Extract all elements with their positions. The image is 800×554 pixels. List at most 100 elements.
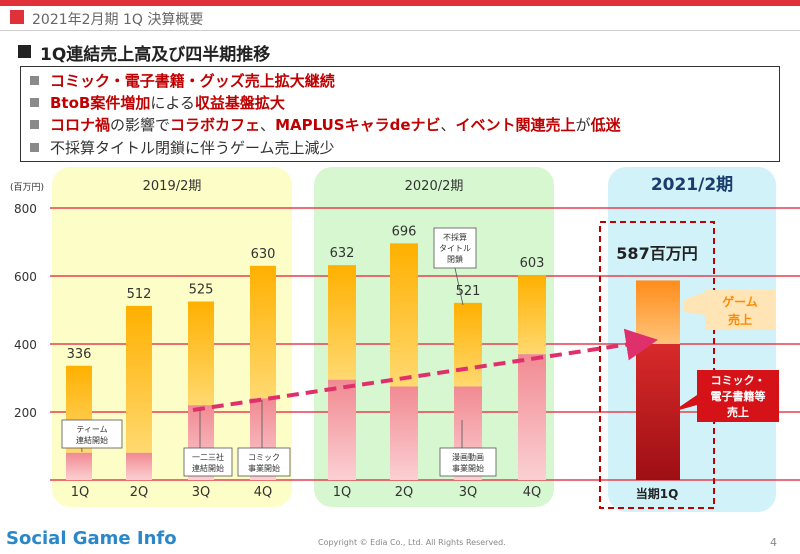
y-axis-unit: (百万円): [10, 182, 44, 193]
annotation-text: 閉鎖: [447, 254, 463, 264]
period-group-bg: [314, 167, 554, 507]
period-group-label: 2020/2期: [405, 179, 464, 194]
x-category-label: 4Q: [523, 485, 542, 500]
x-category-label: 4Q: [254, 485, 273, 500]
game-callout-text: ゲーム: [722, 294, 758, 309]
annotation-box: [61, 419, 123, 449]
bar-comic-segment: [66, 452, 92, 480]
bar-game-segment: [518, 274, 546, 355]
page-number: 4: [770, 536, 777, 549]
bar-total-label: 632: [330, 246, 355, 261]
annotation-text: 一二三社: [192, 452, 224, 462]
bar-total-label: 521: [456, 284, 481, 299]
bar-comic-segment: [390, 386, 418, 480]
bar-total-label: 587百万円: [616, 244, 697, 263]
highlight-text: 不採算タイトル閉鎖に伴うゲーム売上減少: [50, 139, 335, 157]
highlight-bullet-icon: [30, 120, 39, 129]
bar-total-label: 525: [189, 283, 214, 298]
annotation-text: 不採算: [443, 232, 467, 242]
bar-game-segment: [454, 302, 482, 387]
bar-game-segment: [188, 301, 214, 406]
annotation-box: [183, 447, 233, 477]
header-accent-bar: [0, 0, 800, 6]
period-title: 2021年2月期 1Q 決算概要: [32, 12, 204, 28]
x-category-label: 3Q: [459, 485, 478, 500]
y-tick-label: 600: [14, 270, 37, 284]
highlight-text: の影響で: [110, 116, 171, 134]
annotation-box: [439, 447, 497, 477]
highlight-text: BtoB案件増加: [50, 94, 151, 112]
bar-total-label: 630: [251, 247, 276, 262]
period-group-label: 2019/2期: [143, 179, 202, 194]
bar-game-segment: [250, 265, 276, 399]
section-bullet-icon: [18, 45, 31, 58]
annotation-text: コミック: [248, 453, 280, 462]
x-category-label: 3Q: [192, 485, 211, 500]
y-tick-label: 800: [14, 202, 37, 216]
highlight-text: 収益基盤拡大: [194, 94, 285, 112]
bar-total-label: 336: [67, 347, 92, 362]
annotation-text: 事業開始: [248, 463, 280, 473]
y-tick-label: 400: [14, 338, 37, 352]
annotation-text: 漫画動画: [452, 452, 484, 462]
highlights-box: [20, 66, 780, 162]
bar-total-label: 696: [392, 224, 417, 239]
bar-comic-segment: [518, 354, 546, 480]
bar-game-segment: [328, 265, 356, 380]
comic-callout-text: コミック・: [711, 374, 766, 387]
highlight-item: 不採算タイトル閉鎖に伴うゲーム売上減少: [50, 137, 335, 158]
annotation-text: 事業開始: [452, 463, 484, 473]
bar-comic-segment: [636, 344, 680, 480]
game-callout-text: 売上: [728, 312, 752, 327]
comic-callout-text: 電子書籍等: [711, 389, 766, 403]
annotation-text: 連結開始: [76, 435, 108, 445]
highlight-text: コラボカフェ: [170, 116, 261, 134]
watermark-brand: Social Game Info: [6, 528, 177, 549]
copyright: Copyright © Edia Co., Ltd. All Rights Re…: [318, 538, 506, 547]
bar-game-segment: [126, 305, 152, 453]
highlight-text: イベント関連売上: [455, 116, 576, 134]
highlight-text: コミック・電子書籍・グッズ売上拡大継続: [50, 72, 335, 90]
bar-comic-segment: [126, 452, 152, 480]
annotation-text: タイトル: [439, 244, 471, 253]
y-tick-label: 200: [14, 406, 37, 420]
header-square-icon: [10, 10, 24, 24]
x-category-label: 2Q: [130, 485, 149, 500]
highlight-bullet-icon: [30, 76, 39, 85]
annotation-leader: [454, 267, 464, 306]
x-category-label: 当期1Q: [636, 486, 679, 501]
comic-callout-text: 売上: [727, 405, 749, 419]
bar-comic-segment: [328, 379, 356, 480]
bar-game-segment: [636, 280, 680, 344]
annotation-text: ティーム: [76, 425, 107, 434]
annotation-box: [433, 227, 477, 269]
comic-callout-bg: [672, 370, 779, 422]
highlight-item: コミック・電子書籍・グッズ売上拡大継続: [50, 70, 335, 91]
x-category-label: 1Q: [333, 485, 352, 500]
bar-game-segment: [390, 243, 418, 387]
highlight-text: が: [575, 116, 591, 134]
highlight-text: MAPLUSキャラdeナビ: [275, 116, 441, 134]
game-callout-bg: [684, 290, 775, 330]
highlight-text: 低迷: [590, 116, 621, 134]
x-category-label: 2Q: [395, 485, 414, 500]
highlight-text: 、: [260, 116, 276, 134]
period-group-label: 2021/2期: [651, 175, 733, 195]
highlight-item: コロナ禍の影響でコラボカフェ、MAPLUSキャラdeナビ、イベント関連売上が低迷: [50, 114, 621, 135]
section-title: 1Q連結売上高及び四半期推移: [40, 45, 271, 65]
period-group-bg: [608, 167, 776, 512]
highlight-text: による: [150, 94, 195, 112]
highlight-bullet-icon: [30, 143, 39, 152]
header-rule: [0, 30, 800, 31]
annotation-text: 連結開始: [192, 463, 224, 473]
bar-total-label: 603: [520, 256, 545, 271]
highlight-item: BtoB案件増加による収益基盤拡大: [50, 92, 285, 113]
annotation-box: [237, 447, 291, 477]
x-category-label: 1Q: [71, 485, 90, 500]
highlight-text: コロナ禍: [50, 116, 111, 134]
bar-total-label: 512: [127, 287, 152, 302]
highlight-bullet-icon: [30, 98, 39, 107]
trend-arrow: [192, 328, 658, 412]
